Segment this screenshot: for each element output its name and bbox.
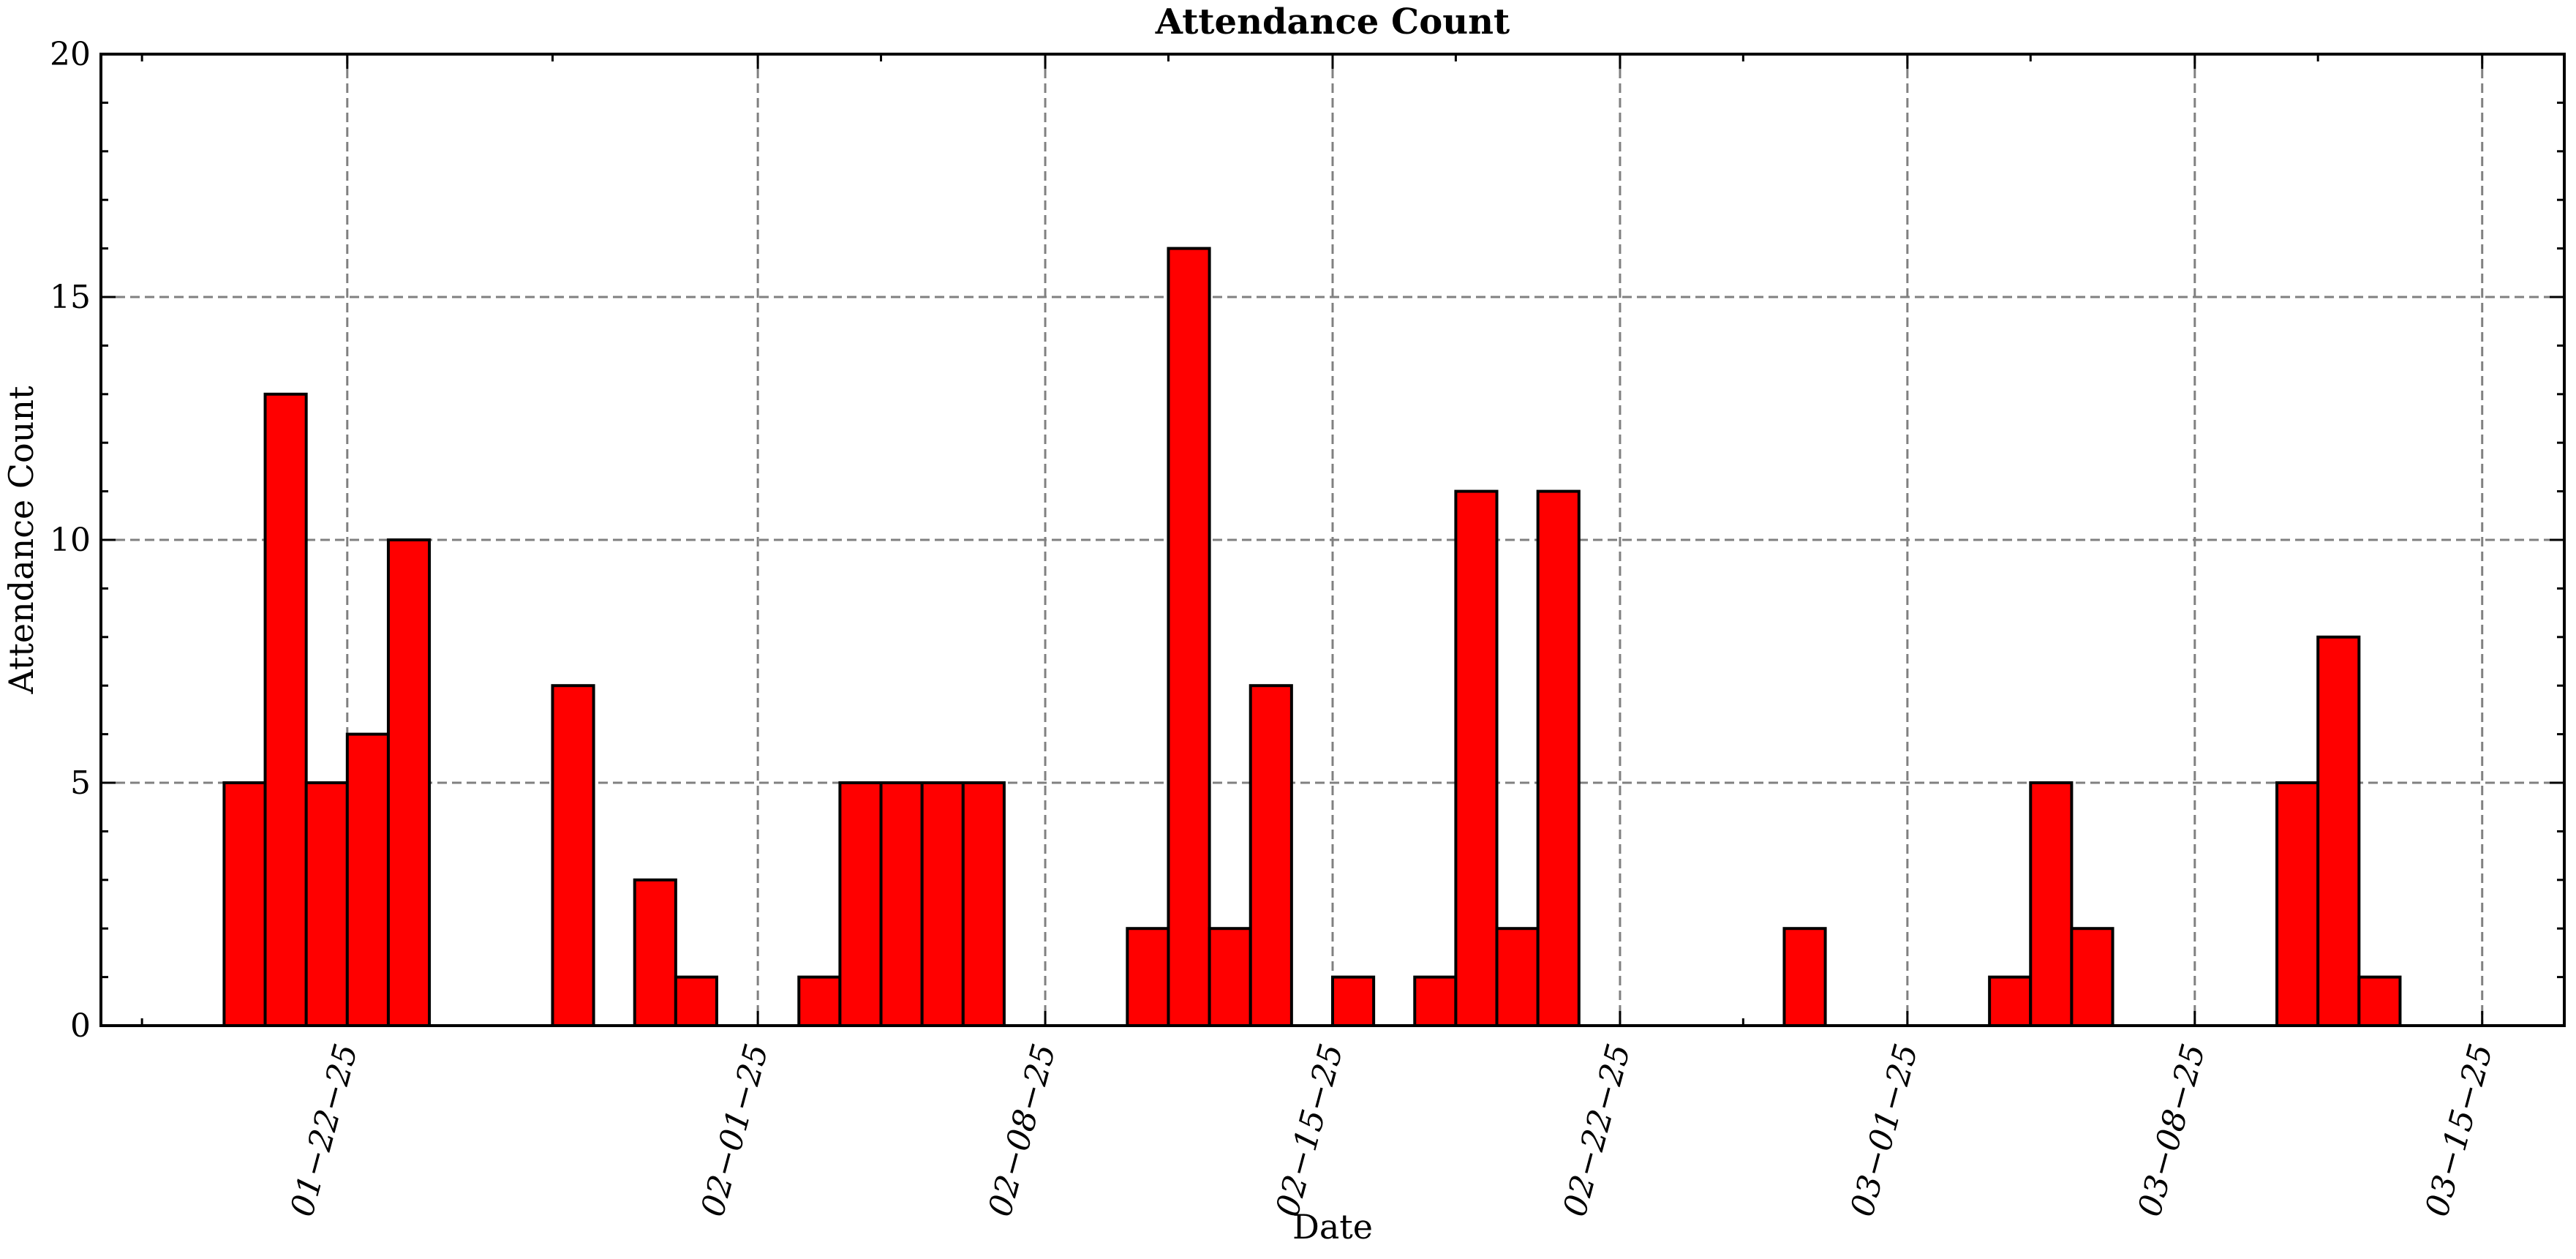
y-tick-label: 15 [50, 279, 91, 316]
x-axis-label: Date [1292, 1207, 1373, 1247]
bar [674, 975, 718, 1027]
y-tick-label: 5 [70, 764, 91, 802]
bar [345, 732, 390, 1027]
chart-title: Attendance Count [1155, 1, 1510, 42]
y-tick-label: 0 [70, 1007, 91, 1045]
bar [2029, 781, 2074, 1027]
x-tick-label: 03−15−25 [2419, 1040, 2501, 1221]
x-tick-label: 02−08−25 [982, 1040, 1063, 1221]
x-tick-label: 02−01−25 [694, 1040, 776, 1221]
bar [222, 781, 267, 1027]
bar [961, 781, 1006, 1027]
bar [1249, 684, 1293, 1027]
bar [1782, 927, 1827, 1027]
x-tick-label: 03−08−25 [2131, 1040, 2213, 1221]
bar [2275, 781, 2320, 1027]
bar [551, 684, 595, 1027]
bar [1988, 975, 2033, 1027]
bar [879, 781, 924, 1027]
x-tick-label: 02−15−25 [1269, 1040, 1351, 1221]
bar [2316, 635, 2361, 1027]
y-tick-label: 20 [50, 36, 91, 73]
bar [1454, 489, 1499, 1027]
bar [386, 538, 432, 1027]
y-tick-label: 10 [50, 522, 91, 559]
bars [222, 247, 2402, 1028]
bar [797, 975, 842, 1027]
bar [263, 392, 308, 1027]
x-tick-label: 01−22−25 [284, 1040, 366, 1221]
x-tick-label: 03−01−25 [1844, 1040, 1926, 1221]
bar [1126, 927, 1170, 1027]
axis-ticks [101, 53, 2564, 1027]
grid-lines [101, 54, 2564, 1026]
bar [2357, 975, 2402, 1027]
y-axis-label: Attendance Count [1, 386, 41, 694]
bar [1495, 927, 1540, 1027]
bar [838, 781, 883, 1027]
bar [1536, 489, 1581, 1027]
bar [1413, 975, 1458, 1027]
bar [2070, 927, 2114, 1027]
x-tick-label: 02−22−25 [1556, 1040, 1638, 1221]
bar [304, 781, 349, 1027]
bar [1331, 975, 1376, 1027]
bar [920, 781, 965, 1027]
bar [633, 878, 677, 1028]
bar [1208, 927, 1252, 1027]
bar [1167, 247, 1211, 1028]
